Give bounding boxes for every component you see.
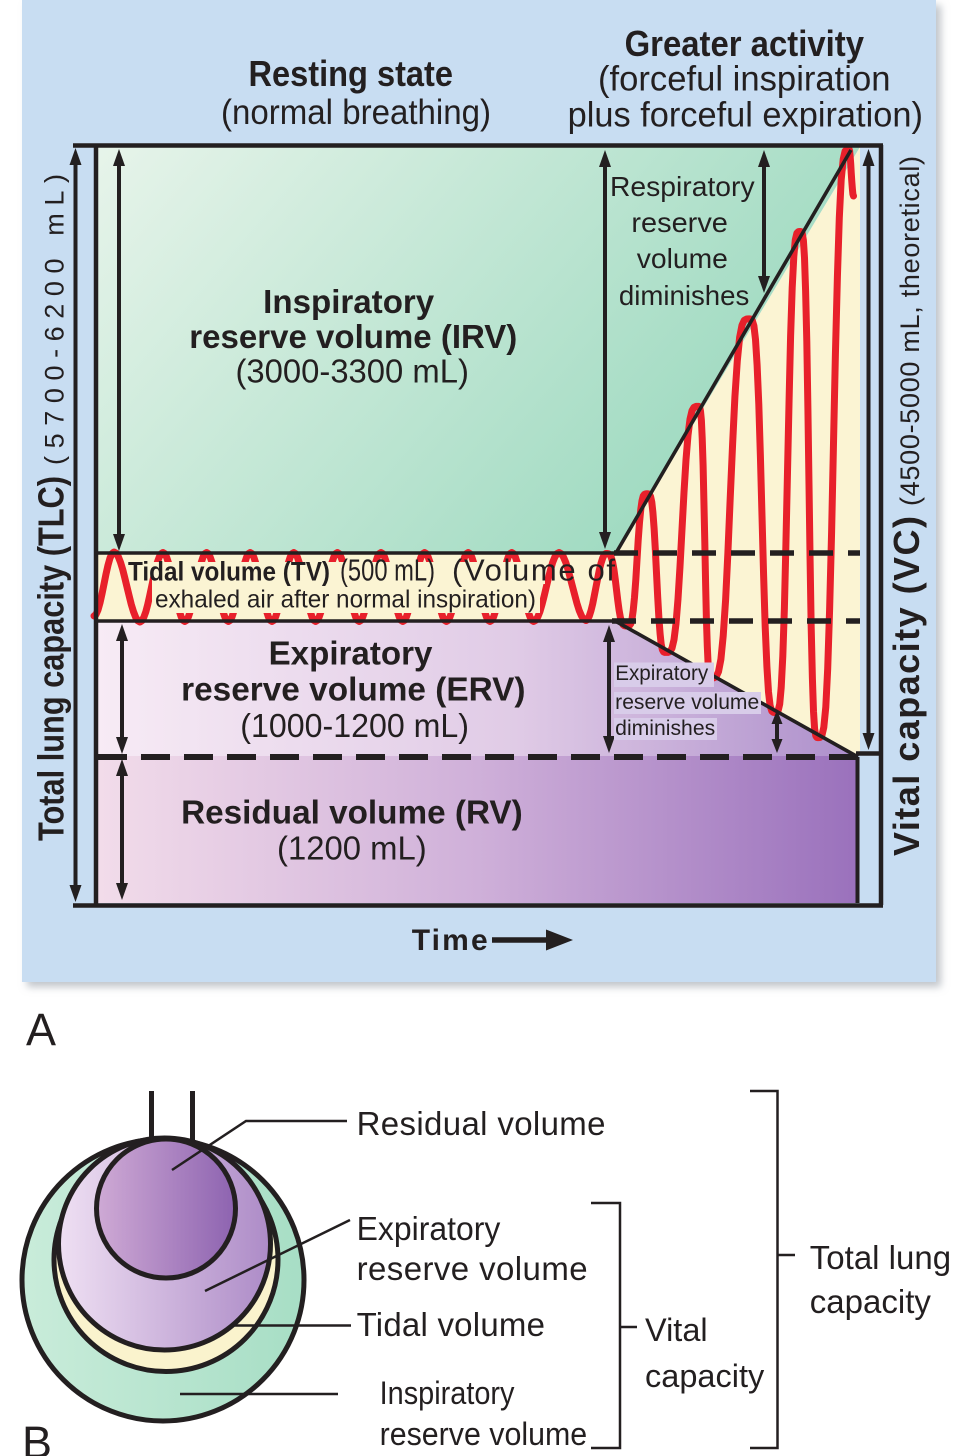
svg-text:reserve volume: reserve volume [380,1416,588,1452]
svg-text:Tidal volume (TV): Tidal volume (TV) [128,557,330,587]
svg-text:(1000-1200 mL): (1000-1200 mL) [240,707,469,744]
svg-text:reserve volume: reserve volume [615,691,759,714]
svg-text:reserve volume: reserve volume [357,1250,588,1287]
svg-text:Tidal volume: Tidal volume [357,1306,545,1343]
svg-text:capacity: capacity [645,1358,765,1394]
svg-text:Vital: Vital [645,1312,708,1348]
svg-text:Inspiratory: Inspiratory [380,1375,515,1411]
svg-text:Residual volume: Residual volume [357,1105,606,1142]
svg-text:Total lung: Total lung [810,1239,951,1276]
svg-text:Residual volume (RV): Residual volume (RV) [181,794,523,831]
svg-text:A: A [26,1004,56,1055]
svg-text:(Volume of: (Volume of [452,553,615,588]
svg-text:Expiratory: Expiratory [357,1210,501,1247]
svg-text:Resting state: Resting state [249,53,454,94]
svg-text:(4500-5000 mL, theoretical): (4500-5000 mL, theoretical) [895,156,925,506]
svg-text:volume: volume [637,243,728,274]
svg-text:(5700-6200 mL): (5700-6200 mL) [40,174,70,465]
svg-text:diminishes: diminishes [615,717,715,740]
svg-text:diminishes: diminishes [619,280,749,311]
svg-text:exhaled air after normal inspi: exhaled air after normal inspiration) [155,586,536,614]
svg-text:(3000-3300 mL): (3000-3300 mL) [236,353,469,390]
svg-text:(forceful inspiration: (forceful inspiration [598,60,891,99]
svg-text:Inspiratory: Inspiratory [263,283,435,320]
svg-text:Expiratory: Expiratory [269,634,433,671]
svg-text:(500 mL): (500 mL) [340,553,435,588]
svg-text:reserve: reserve [631,207,728,238]
svg-text:plus forceful expiration): plus forceful expiration) [568,95,923,134]
svg-text:(normal breathing): (normal breathing) [221,93,491,132]
svg-text:reserve volume (IRV): reserve volume (IRV) [189,318,517,355]
svg-text:Respiratory: Respiratory [610,171,755,202]
svg-text:Expiratory: Expiratory [615,662,708,685]
svg-text:Greater activity: Greater activity [625,23,864,64]
svg-text:Time: Time [412,924,488,957]
svg-text:capacity: capacity [810,1283,932,1320]
svg-text:(1200 mL): (1200 mL) [277,830,427,867]
svg-text:B: B [22,1417,52,1456]
svg-text:Total lung capacity (TLC): Total lung capacity (TLC) [31,476,72,841]
svg-text:reserve volume (ERV): reserve volume (ERV) [181,670,525,707]
svg-text:Vital capacity (VC): Vital capacity (VC) [886,516,927,856]
